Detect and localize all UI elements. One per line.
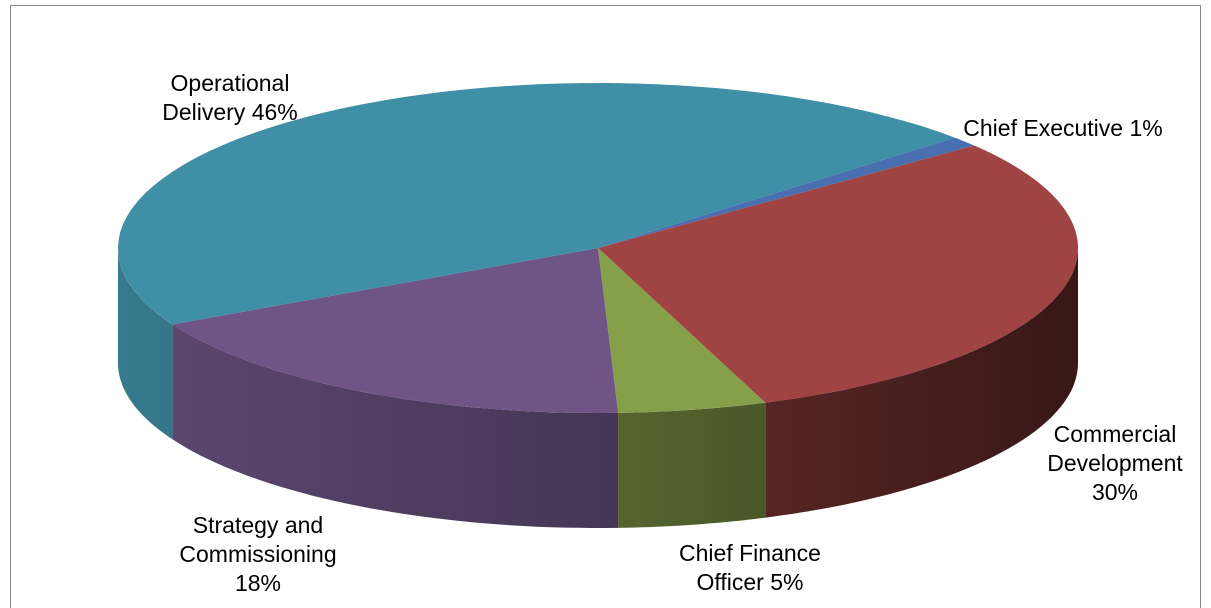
pie-slice <box>598 137 975 248</box>
label-name: Operational Delivery <box>162 70 290 125</box>
pie-side <box>172 324 619 528</box>
label-name: Commercial Development <box>1047 421 1183 476</box>
pie-side <box>765 248 1078 518</box>
label-value: 1% <box>1129 115 1163 141</box>
pie-side <box>618 402 766 528</box>
data-label: Commercial Development 30% <box>1030 420 1200 507</box>
label-value: 46% <box>251 99 298 125</box>
data-label: Strategy and Commissioning 18% <box>163 511 353 598</box>
pie-slice <box>598 248 766 413</box>
label-value: 5% <box>770 569 804 595</box>
data-label: Chief Executive 1% <box>958 114 1168 143</box>
pie-slice <box>118 83 955 325</box>
data-label: Operational Delivery 46% <box>140 69 320 127</box>
label-name: Chief Finance Officer <box>679 540 821 595</box>
pie-slice <box>598 145 1078 403</box>
chart-frame <box>10 5 1201 608</box>
pie-slice <box>172 248 619 413</box>
label-name: Chief Executive <box>963 115 1124 141</box>
pie-side <box>118 248 173 440</box>
label-name: Strategy and Commissioning <box>179 512 337 567</box>
label-value: 30% <box>1091 479 1139 505</box>
label-value: 18% <box>234 570 282 596</box>
data-label: Chief Finance Officer 5% <box>650 539 850 597</box>
